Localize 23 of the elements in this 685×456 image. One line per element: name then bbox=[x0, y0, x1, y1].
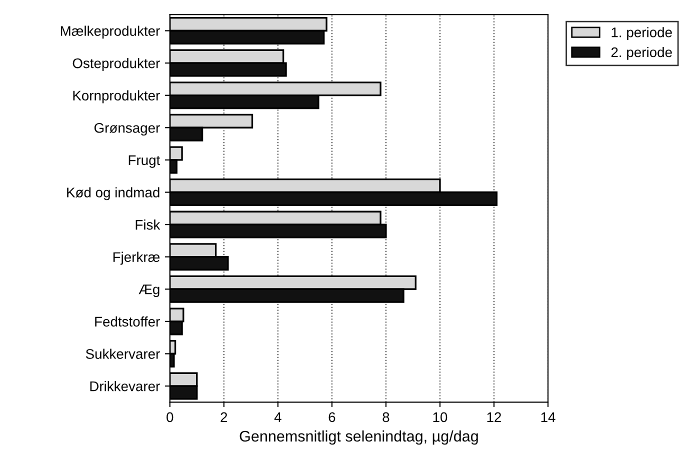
legend-label: 1. periode bbox=[612, 27, 672, 40]
x-tick-label: 10 bbox=[433, 412, 448, 422]
x-tick-label: 0 bbox=[166, 412, 174, 422]
x-tick-label: 8 bbox=[382, 412, 390, 422]
x-tick-label: 12 bbox=[487, 412, 502, 422]
y-tick-label: Sukkervarer bbox=[86, 348, 160, 359]
x-tick-label: 2 bbox=[220, 412, 228, 422]
x-tick-label: 4 bbox=[274, 412, 282, 422]
y-tick-label: Frugt bbox=[128, 155, 160, 168]
y-tick-label: Kød og indmad bbox=[67, 187, 160, 200]
y-tick-label: Osteprodukter bbox=[72, 58, 160, 71]
legend-label: 2. periode bbox=[611, 46, 672, 60]
y-tick-label: Fisk bbox=[136, 220, 160, 230]
y-tick-label: Drikkevarer bbox=[90, 381, 160, 392]
x-tick-label: 14 bbox=[541, 412, 556, 422]
y-tick-label: Fjerkræ bbox=[113, 252, 160, 265]
x-tick-label: 6 bbox=[328, 412, 336, 422]
y-tick-label: Æg bbox=[138, 284, 160, 298]
y-tick-label: Kornprodukter bbox=[73, 90, 160, 104]
x-axis-title: Gennemsnitligt selenindtag, µg/dag bbox=[240, 430, 478, 445]
y-tick-label: Mælkeprodukter bbox=[60, 26, 160, 39]
y-tick-label: Grønsager bbox=[94, 122, 160, 136]
y-tick-label: Fedtstoffer bbox=[95, 316, 160, 327]
